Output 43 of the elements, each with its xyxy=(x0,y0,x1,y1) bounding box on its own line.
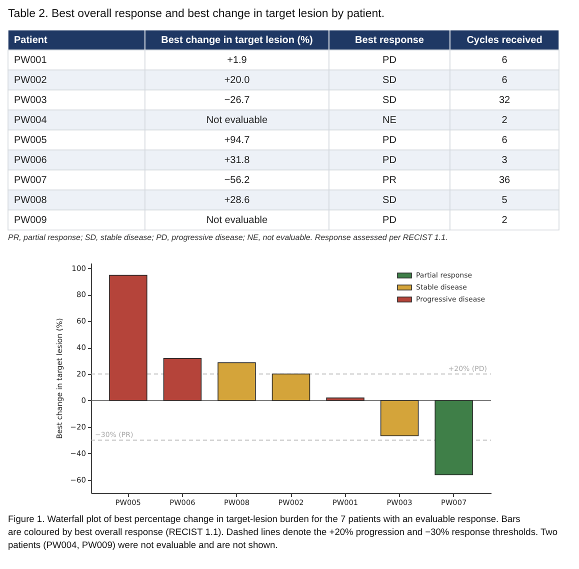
text: Table 2. Best overall response and best change in target lesion by patient. xyxy=(8,8,385,20)
text: +94.7 xyxy=(224,135,250,146)
text: 32 xyxy=(498,95,510,106)
text: PD xyxy=(382,155,396,166)
text: Not evaluable xyxy=(206,215,268,226)
text: PW006 xyxy=(14,155,47,166)
text: PW008 xyxy=(14,195,47,206)
text: SD xyxy=(382,75,396,86)
text: PW004 xyxy=(14,115,47,126)
text: PW007 xyxy=(14,175,47,186)
text: 2 xyxy=(502,115,508,126)
text: PD xyxy=(382,55,396,66)
category-label: Cycles received xyxy=(466,35,542,46)
text: 36 xyxy=(498,175,510,186)
text: +31.8 xyxy=(224,155,250,166)
text: 6 xyxy=(502,75,508,86)
text: Not evaluable xyxy=(206,115,268,126)
text: NE xyxy=(382,115,396,126)
text: PD xyxy=(382,135,396,146)
text: PR xyxy=(382,175,396,186)
text: PD xyxy=(382,215,396,226)
text: +20.0 xyxy=(224,75,250,86)
text: +28.6 xyxy=(224,195,250,206)
text: +1.9 xyxy=(227,55,247,66)
text: 5 xyxy=(502,195,508,206)
text: −56.2 xyxy=(224,175,250,186)
text: PW009 xyxy=(14,215,47,226)
category-label: Best change in target lesion (%) xyxy=(161,35,313,46)
text: 3 xyxy=(502,155,508,166)
text: PR, partial response; SD, stable disease; PD, progressive disease; NE, not evaluable. Response assessed per RECIST 1.1. xyxy=(8,233,448,242)
text: SD xyxy=(382,95,396,106)
text: PW001 xyxy=(14,55,47,66)
category-label: Best response xyxy=(355,35,424,46)
text: PW003 xyxy=(14,95,47,106)
category-label: Patient xyxy=(14,35,48,46)
text: −26.7 xyxy=(224,95,250,106)
text: 2 xyxy=(502,215,508,226)
text: SD xyxy=(382,195,396,206)
caption: Figure 1. Waterfall plot of best percentage change in target-lesion burden for the 7 patients with an evaluable response. Bars are coloured by best overall response (RECIST 1.1). Dashed lines denote the +20% progression and −30% response thresholds. Two patients (PW004, PW009) were not evaluable and are not shown. xyxy=(8,514,558,550)
text: 6 xyxy=(502,55,508,66)
text: 6 xyxy=(502,135,508,146)
text: PW005 xyxy=(14,135,47,146)
text: PW002 xyxy=(14,75,47,86)
